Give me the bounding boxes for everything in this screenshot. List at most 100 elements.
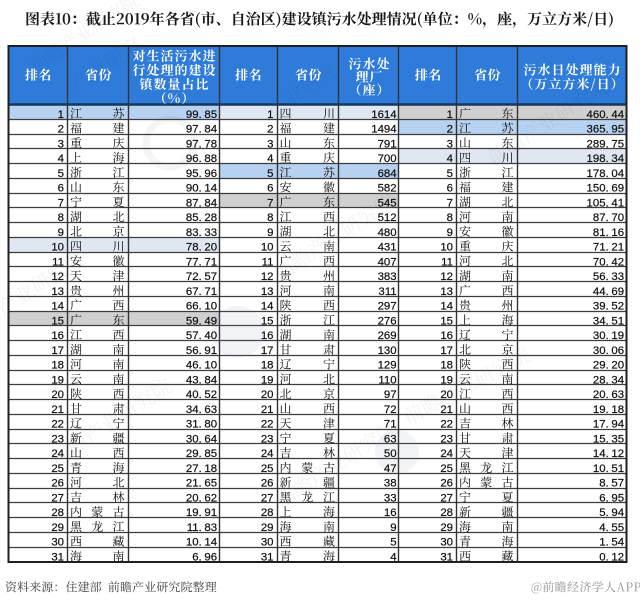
svg-text:11: 11 (52, 256, 64, 268)
svg-text:23: 23 (440, 433, 453, 445)
svg-text:11: 11 (441, 256, 453, 268)
svg-text:97: 97 (384, 389, 397, 401)
svg-text:297: 297 (378, 301, 397, 313)
svg-text:21.65: 21. 65 (186, 478, 217, 490)
svg-text:383: 383 (378, 271, 397, 283)
svg-text:27: 27 (440, 492, 453, 504)
svg-text:0.12: 0. 12 (599, 552, 624, 564)
svg-text:24: 24 (261, 448, 274, 460)
svg-text:4: 4 (447, 153, 453, 165)
svg-text:18: 18 (261, 360, 274, 372)
svg-text:63: 63 (384, 433, 397, 445)
svg-text:7: 7 (58, 197, 64, 209)
svg-text:20.62: 20. 62 (186, 492, 217, 504)
svg-text:9: 9 (58, 227, 64, 239)
svg-text:33: 33 (384, 492, 397, 504)
svg-text:2: 2 (447, 124, 453, 136)
svg-text:27: 27 (51, 492, 64, 504)
svg-text:20.63: 20. 63 (593, 389, 624, 401)
svg-text:31.80: 31. 80 (186, 419, 217, 431)
svg-text:13: 13 (261, 286, 274, 298)
svg-text:17: 17 (440, 345, 453, 357)
svg-text:4.55: 4. 55 (599, 522, 624, 534)
svg-text:9: 9 (267, 227, 273, 239)
svg-text:87.70: 87. 70 (593, 212, 624, 224)
svg-text:8.57: 8. 57 (599, 478, 624, 490)
svg-text:17.94: 17. 94 (593, 419, 624, 431)
svg-text:2: 2 (267, 124, 273, 136)
svg-text:57.40: 57. 40 (186, 330, 217, 342)
svg-text:30: 30 (261, 537, 274, 549)
svg-text:66.10: 66. 10 (186, 301, 217, 313)
svg-text:12: 12 (261, 271, 274, 283)
svg-text:90.14: 90. 14 (186, 183, 217, 195)
svg-text:30.64: 30. 64 (186, 433, 217, 445)
svg-text:684: 684 (378, 168, 397, 180)
svg-text:269: 269 (378, 330, 397, 342)
svg-text:28.34: 28. 34 (593, 374, 624, 386)
svg-text:1614: 1614 (371, 109, 396, 121)
svg-text:29: 29 (261, 522, 274, 534)
svg-text:105.41: 105. 41 (587, 197, 625, 209)
svg-text:289.75: 289. 75 (587, 138, 625, 150)
svg-text:21: 21 (440, 404, 453, 416)
svg-text:17: 17 (51, 345, 64, 357)
svg-text:97.78: 97. 78 (186, 138, 217, 150)
svg-text:1: 1 (267, 109, 273, 121)
svg-text:16: 16 (384, 507, 397, 519)
svg-text:23: 23 (261, 433, 274, 445)
svg-text:34.51: 34. 51 (593, 315, 624, 327)
svg-text:17: 17 (261, 345, 274, 357)
svg-text:10: 10 (261, 242, 274, 254)
svg-text:22: 22 (261, 419, 274, 431)
svg-text:30: 30 (51, 537, 64, 549)
svg-text:29: 29 (440, 522, 453, 534)
svg-text:3: 3 (447, 138, 453, 150)
svg-text:10.51: 10. 51 (593, 463, 624, 475)
svg-text:87.84: 87. 84 (186, 197, 217, 209)
svg-text:5: 5 (390, 537, 396, 549)
svg-text:11: 11 (262, 256, 274, 268)
svg-text:67.71: 67. 71 (186, 286, 217, 298)
svg-text:20: 20 (440, 389, 453, 401)
svg-text:28: 28 (440, 507, 453, 519)
svg-text:78.20: 78. 20 (186, 242, 217, 254)
svg-text:29.20: 29. 20 (593, 360, 624, 372)
svg-text:56.33: 56. 33 (593, 271, 624, 283)
svg-text:14: 14 (440, 301, 453, 313)
svg-text:276: 276 (378, 315, 397, 327)
svg-text:150.69: 150. 69 (587, 183, 625, 195)
svg-text:4: 4 (267, 153, 273, 165)
svg-text:15: 15 (51, 315, 64, 327)
svg-text:21: 21 (261, 404, 274, 416)
svg-text:15: 15 (261, 315, 274, 327)
svg-text:545: 545 (378, 197, 397, 209)
svg-text:43.84: 43. 84 (186, 374, 217, 386)
svg-text:431: 431 (378, 242, 397, 254)
svg-text:5: 5 (447, 168, 453, 180)
svg-text:24: 24 (51, 448, 64, 460)
svg-text:198.34: 198. 34 (587, 153, 625, 165)
svg-text:460.44: 460. 44 (587, 109, 625, 121)
svg-text:19: 19 (51, 374, 64, 386)
svg-text:19.91: 19. 91 (186, 507, 217, 519)
svg-text:28: 28 (261, 507, 274, 519)
svg-text:83.33: 83. 33 (186, 227, 217, 239)
svg-text:95.96: 95. 96 (186, 168, 217, 180)
svg-text:31: 31 (440, 552, 453, 564)
svg-text:6: 6 (267, 183, 273, 195)
svg-text:365.95: 365. 95 (587, 124, 625, 136)
svg-text:1.54: 1. 54 (599, 537, 624, 549)
svg-text:30.19: 30. 19 (593, 330, 624, 342)
svg-text:480: 480 (378, 227, 397, 239)
svg-text:5: 5 (267, 168, 273, 180)
svg-text:6.95: 6. 95 (599, 492, 624, 504)
svg-text:5: 5 (58, 168, 64, 180)
svg-text:27.18: 27. 18 (186, 463, 217, 475)
svg-text:85.28: 85. 28 (186, 212, 217, 224)
svg-text:9: 9 (390, 522, 396, 534)
svg-text:16: 16 (440, 330, 453, 342)
svg-text:46.10: 46. 10 (186, 360, 217, 372)
svg-text:21: 21 (51, 404, 64, 416)
svg-text:24: 24 (440, 448, 453, 460)
